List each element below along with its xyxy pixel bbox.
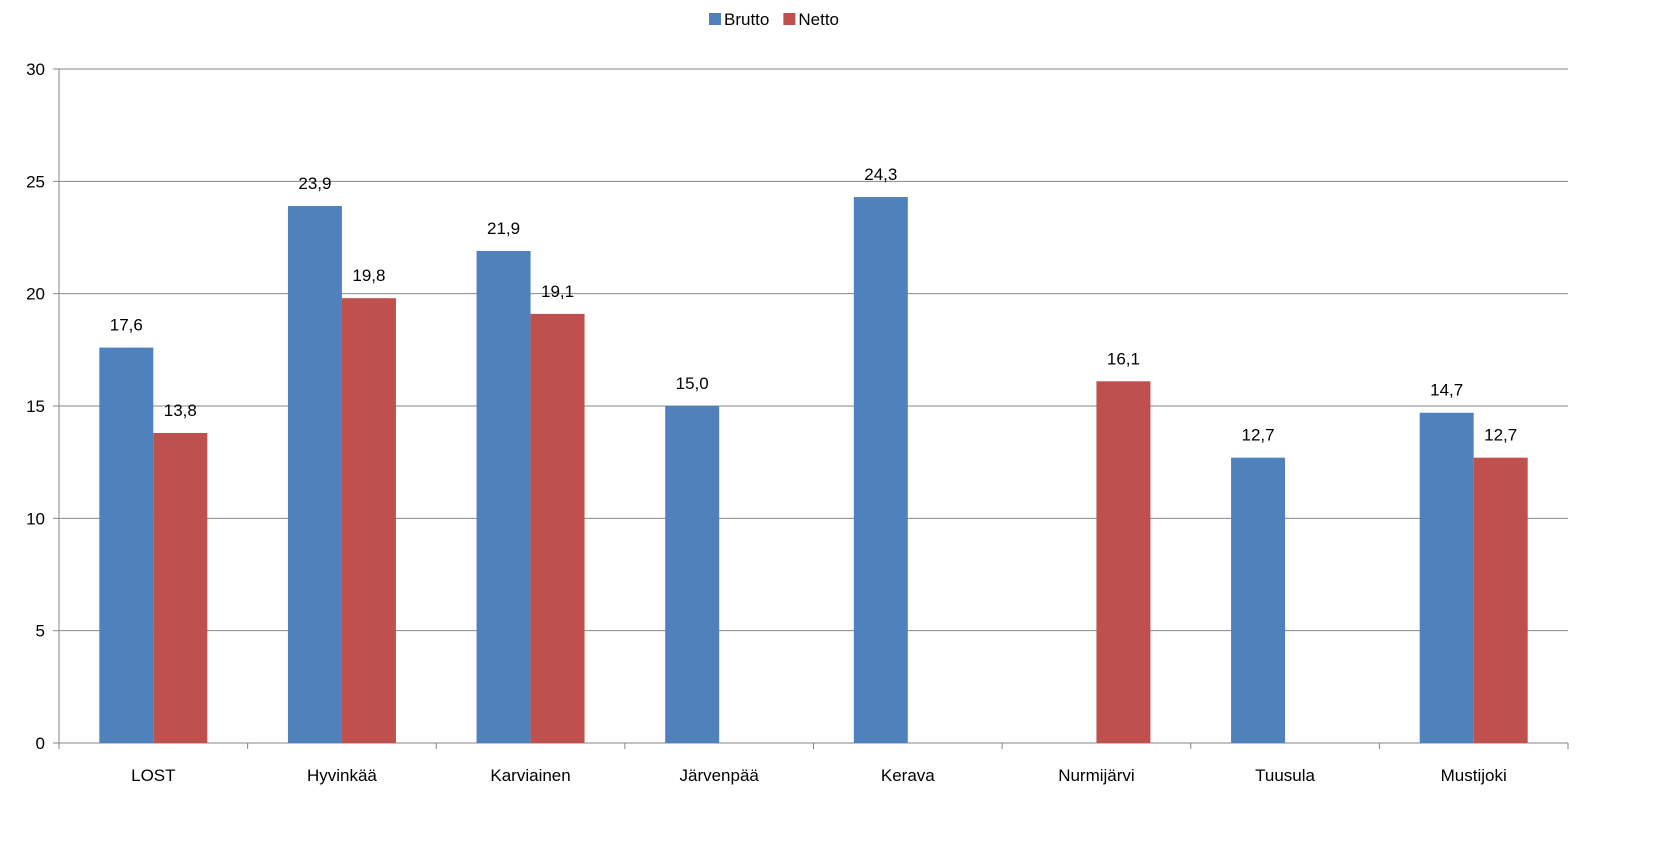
data-labels: 17,6 23,9 21,9 15,0 24,3 12,7 14,7 13,8 19,8 19,1… [110, 165, 1517, 445]
legend-label-brutto: Brutto [724, 10, 769, 29]
bar-brutto [1419, 412, 1474, 743]
bar-brutto [853, 197, 908, 743]
bar-netto [1096, 381, 1151, 743]
x-category-label: Kerava [881, 766, 935, 785]
y-tick-label: 30 [26, 60, 45, 79]
bar-netto [1473, 457, 1528, 743]
y-tick-label: 0 [36, 734, 45, 753]
x-category-label: Järvenpää [679, 766, 759, 785]
x-category-label: Mustijoki [1441, 766, 1507, 785]
bars [99, 197, 1528, 744]
y-axis: 0 5 10 15 20 25 30 [26, 60, 60, 753]
data-label: 14,7 [1430, 381, 1463, 400]
y-tick-label: 10 [26, 509, 45, 528]
x-axis: LOST Hyvinkää Karviainen Järvenpää Kerava Nur… [58, 742, 1569, 785]
bar-brutto [287, 206, 342, 744]
y-tick-label: 15 [26, 397, 45, 416]
x-category-label: Karviainen [490, 766, 570, 785]
bar-netto [153, 432, 208, 743]
data-label: 16,1 [1107, 349, 1140, 368]
data-label: 19,1 [541, 282, 574, 301]
x-category-label: Tuusula [1255, 766, 1315, 785]
data-label: 15,0 [676, 374, 709, 393]
data-label: 12,7 [1484, 426, 1517, 445]
y-tick-label: 20 [26, 285, 45, 304]
y-tick-label: 5 [36, 622, 45, 641]
gridlines [59, 68, 1568, 632]
legend-swatch-netto [783, 13, 796, 25]
x-category-label: Nurmijärvi [1058, 766, 1135, 785]
bar-brutto [476, 250, 531, 744]
legend-label-netto: Netto [798, 10, 839, 29]
data-label: 21,9 [487, 219, 520, 238]
bar-brutto [1231, 457, 1286, 743]
bar-netto [530, 313, 585, 743]
data-label: 17,6 [110, 316, 143, 335]
bar-brutto [665, 406, 720, 743]
data-label: 24,3 [864, 165, 897, 184]
y-tick-label: 25 [26, 172, 45, 191]
legend-swatch-brutto [709, 13, 721, 25]
legend: Brutto Netto [709, 10, 839, 29]
x-category-label: LOST [131, 766, 175, 785]
data-label: 13,8 [164, 401, 197, 420]
bar-brutto [99, 347, 154, 743]
x-category-label: Hyvinkää [307, 766, 377, 785]
data-label: 19,8 [352, 266, 385, 285]
data-label: 12,7 [1242, 426, 1275, 445]
data-label: 23,9 [298, 174, 331, 193]
bar-netto [341, 298, 396, 743]
